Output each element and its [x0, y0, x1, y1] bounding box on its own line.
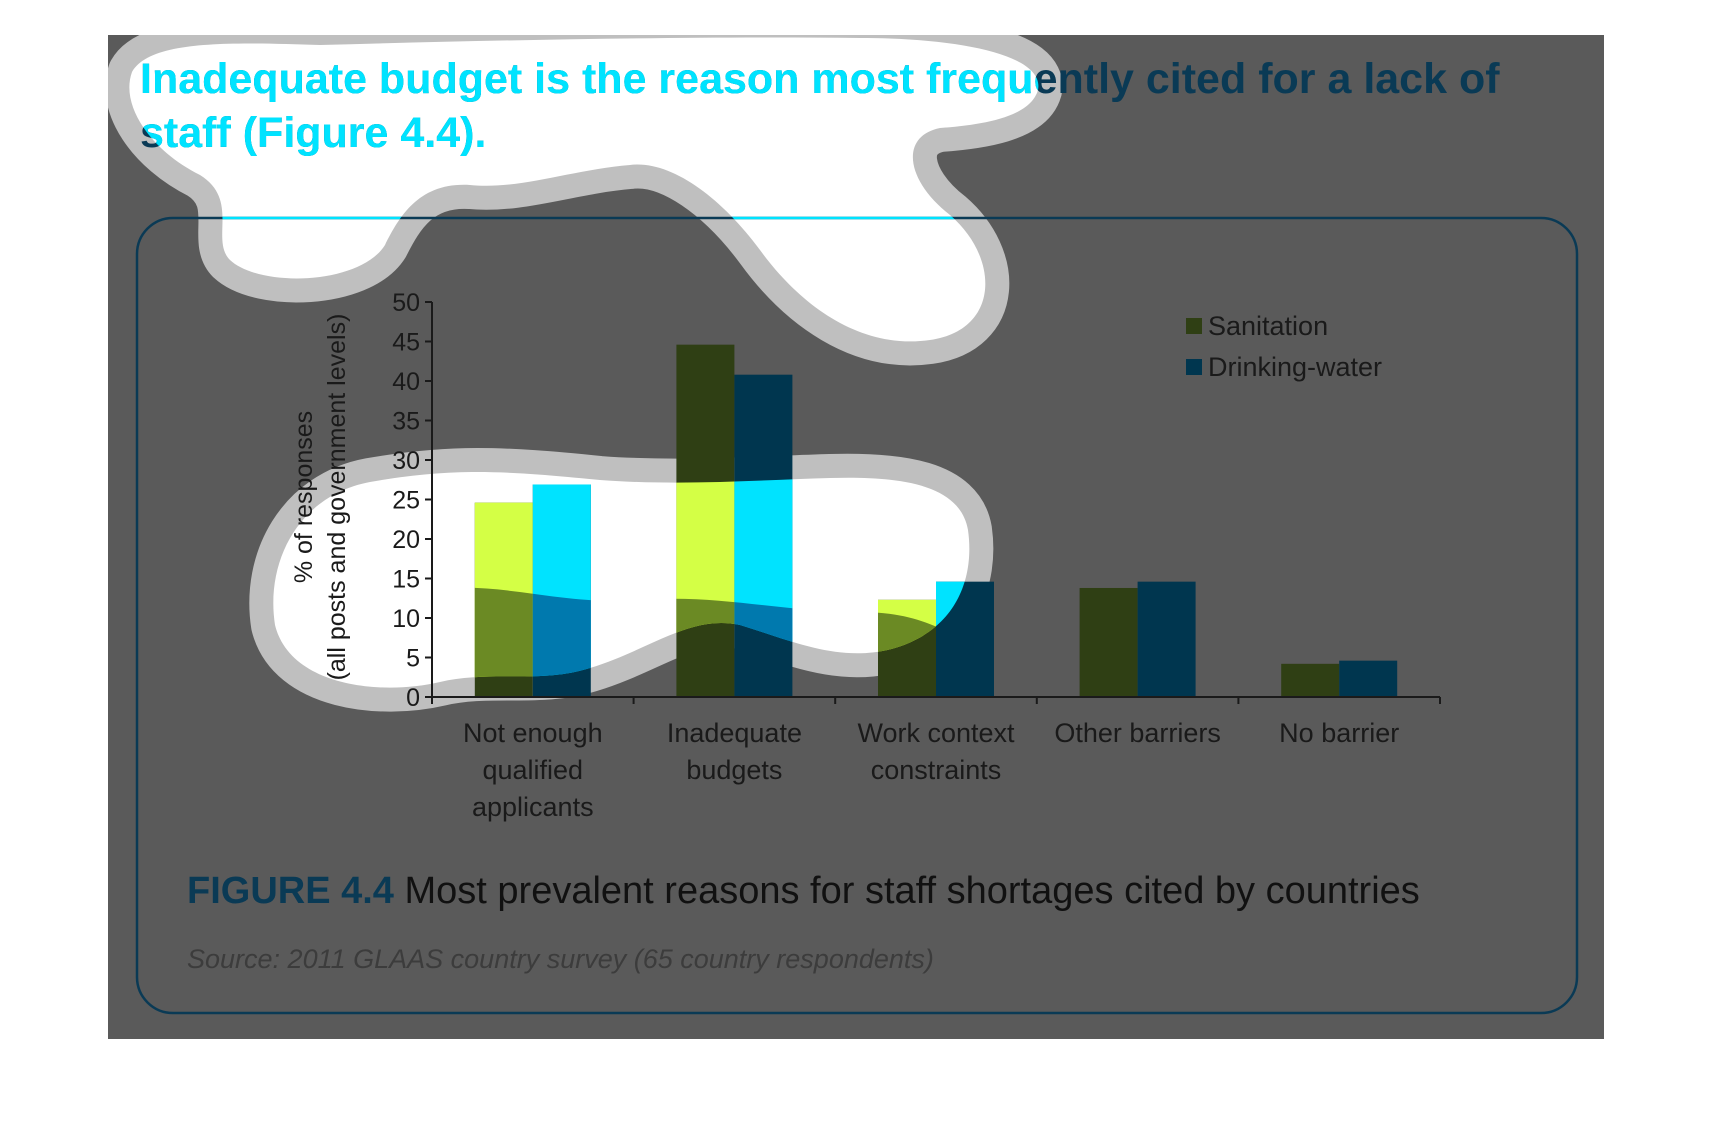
y-tick-label: 45 — [392, 329, 420, 357]
y-axis-label: % of responses (all posts and government … — [290, 314, 351, 681]
x-tick-label: Inadequate budgets — [667, 718, 802, 785]
y-tick-label: 25 — [392, 487, 420, 515]
legend-label-1: Sanitation — [1208, 311, 1328, 341]
legend-swatch-1 — [1186, 318, 1202, 334]
bar-sanitation-4 — [1079, 587, 1138, 697]
x-tick-label: Other barriers — [1054, 718, 1221, 748]
y-tick-label: 15 — [392, 566, 420, 594]
y-tick-label: 20 — [392, 526, 420, 554]
x-tick-label: No barrier — [1279, 718, 1399, 748]
x-tick-label: Work context constraints — [857, 718, 1015, 785]
figure-label: FIGURE 4.4 — [187, 870, 394, 912]
y-tick-label: 5 — [406, 645, 420, 673]
legend-swatch-2 — [1186, 359, 1202, 375]
bar-mid-1-1 — [474, 587, 533, 688]
figure-title: Most prevalent reasons for staff shortag… — [404, 870, 1420, 912]
y-tick-label: 0 — [406, 684, 420, 712]
figure-caption: FIGURE 4.4 Most prevalent reasons for st… — [187, 870, 1420, 913]
axes: 0 5 10 15 20 25 30 35 40 45 50 Not enough qualified a… — [290, 289, 1441, 822]
figure-source: Source: 2011 GLAAS country survey (65 co… — [187, 944, 934, 974]
y-tick-label: 10 — [392, 605, 420, 633]
page-heading: Inadequate budget is the reason most fre… — [140, 52, 1590, 160]
legend: Sanitation Drinking-water — [1186, 311, 1382, 382]
y-tick-label: 35 — [392, 408, 420, 436]
y-tick-label: 40 — [392, 368, 420, 396]
legend-label-2: Drinking-water — [1208, 352, 1382, 382]
y-tick-label: 30 — [392, 447, 420, 475]
heading-text: Inadequate budget is the reason most fre… — [140, 55, 1500, 157]
bar-drinking-water-5 — [1339, 660, 1398, 697]
bar-sanitation-5 — [1281, 663, 1340, 697]
y-tick-label: 50 — [392, 289, 420, 317]
x-tick-label: Not enough qualified applicants — [463, 718, 603, 822]
bar-drinking-water-4 — [1137, 581, 1196, 697]
